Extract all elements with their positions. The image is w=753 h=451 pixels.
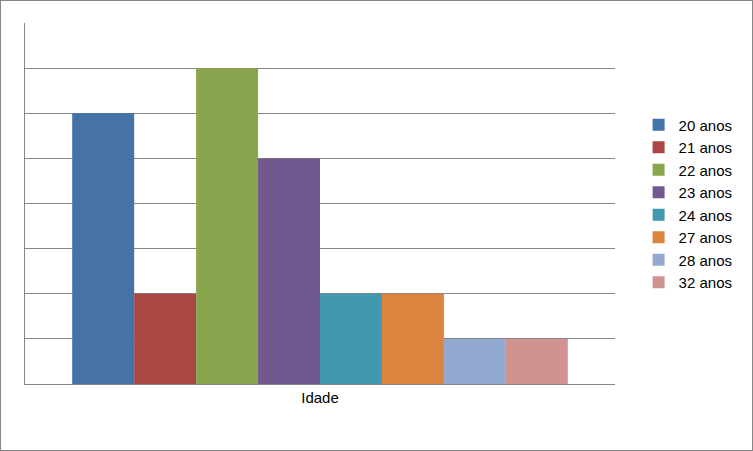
svg-text:22 anos: 22 anos [679, 162, 732, 179]
svg-text:32 anos: 32 anos [679, 274, 732, 291]
svg-text:24 anos: 24 anos [679, 207, 732, 224]
svg-text:28 anos: 28 anos [679, 252, 732, 269]
svg-text:27 anos: 27 anos [679, 229, 732, 246]
svg-text:23 anos: 23 anos [679, 184, 732, 201]
svg-text:21 anos: 21 anos [679, 139, 732, 156]
svg-text:20 anos: 20 anos [679, 117, 732, 134]
svg-text:Idade: Idade [301, 389, 339, 406]
